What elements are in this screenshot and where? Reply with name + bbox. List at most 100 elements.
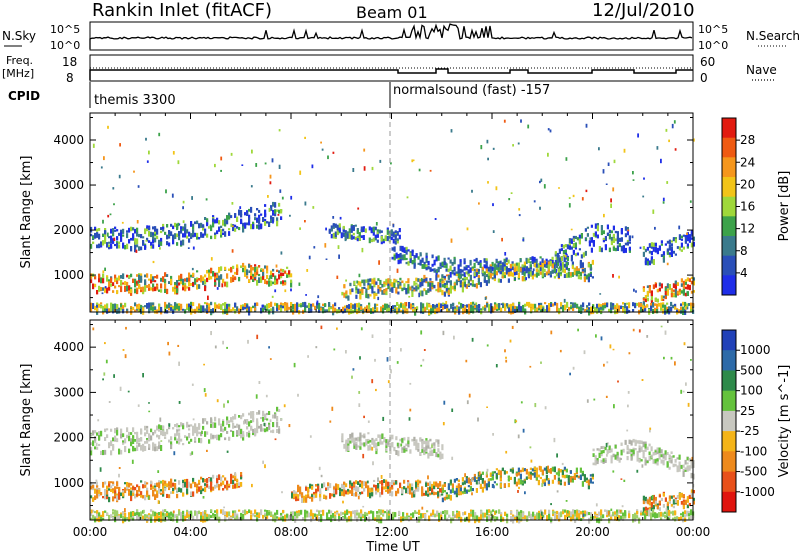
- power-cell: [640, 303, 643, 307]
- velocity-cell: [527, 476, 530, 479]
- power-cell: [501, 266, 504, 272]
- velocity-cell: [100, 450, 103, 455]
- power-cell: [266, 221, 269, 224]
- power-cell: [563, 268, 566, 274]
- power-cell: [560, 244, 563, 248]
- power-cell: [578, 238, 581, 245]
- power-cell: [202, 235, 205, 238]
- velocity-cell: [379, 439, 382, 445]
- power-cell: [276, 303, 279, 309]
- velocity-cell: [525, 476, 528, 480]
- power-cell: [650, 303, 653, 307]
- power-cell: [578, 309, 581, 313]
- power-cell: [672, 289, 675, 292]
- power-cell: [270, 301, 273, 308]
- power-cell: [106, 277, 109, 282]
- power-cell: [344, 237, 347, 242]
- velocity-cell: [230, 417, 233, 423]
- power-cell: [166, 241, 169, 246]
- power-cell: [382, 304, 385, 309]
- power-cell: [400, 303, 403, 307]
- velocity-cell: [276, 421, 279, 428]
- velocity-cell: [118, 515, 121, 521]
- velocity-cell: [174, 424, 177, 427]
- velocity-cell: [391, 484, 394, 490]
- velocity-cell: [130, 483, 133, 486]
- velocity-cell: [146, 482, 149, 485]
- power-cell: [391, 282, 394, 288]
- velocity-cell: [353, 443, 356, 449]
- velocity-cell: [198, 423, 201, 428]
- velocity-cell: [692, 463, 695, 468]
- velocity-cell: [210, 509, 213, 512]
- velocity-cell: [341, 436, 344, 441]
- power-cell: [346, 231, 349, 236]
- power-cell: [417, 262, 420, 265]
- power-cell: [678, 234, 681, 240]
- velocity-cell: [156, 492, 159, 497]
- velocity-cell: [162, 509, 165, 513]
- power-cell: [479, 262, 482, 268]
- velocity-cell: [447, 486, 450, 491]
- velocity-cell: [268, 426, 271, 429]
- power-cell: [394, 308, 397, 313]
- power-cell: [304, 201, 307, 206]
- power-cell: [499, 260, 502, 264]
- velocity-cell: [174, 437, 177, 441]
- velocity-cell: [172, 487, 175, 491]
- power-cell: [238, 308, 241, 315]
- power-cell: [583, 273, 586, 276]
- power-cell: [668, 139, 670, 143]
- power-cell: [224, 266, 227, 271]
- power-cell: [453, 272, 456, 276]
- power-cell: [540, 178, 543, 182]
- velocity-cell: [319, 488, 322, 494]
- velocity-cell: [330, 514, 333, 518]
- power-cell: [220, 229, 223, 235]
- velocity-cell: [441, 493, 444, 496]
- power-cell: [672, 294, 675, 298]
- velocity-cell: [579, 474, 582, 480]
- power-cell: [467, 282, 470, 286]
- velocity-cell: [630, 456, 633, 461]
- velocity-cell: [563, 481, 566, 486]
- power-cell: [594, 306, 597, 313]
- velocity-cell: [130, 441, 133, 447]
- power-cell: [572, 250, 575, 255]
- power-cell: [692, 290, 695, 293]
- velocity-cell: [92, 497, 95, 502]
- velocity-cell: [423, 447, 426, 450]
- power-cell: [388, 305, 391, 308]
- power-cell: [210, 235, 213, 240]
- power-cell: [96, 304, 99, 311]
- velocity-cell: [98, 516, 101, 522]
- velocity-cell: [598, 452, 601, 458]
- velocity-cell: [361, 491, 364, 495]
- power-cell: [459, 259, 462, 263]
- power-cell: [598, 147, 600, 151]
- velocity-cell: [596, 458, 599, 463]
- power-cell: [140, 273, 143, 278]
- power-cell: [264, 213, 267, 218]
- velocity-cell: [134, 495, 137, 498]
- velocity-cell: [437, 491, 440, 497]
- velocity-cell: [122, 433, 125, 438]
- power-cell: [604, 304, 607, 309]
- power-cell: [248, 263, 251, 268]
- power-cell: [487, 277, 490, 282]
- velocity-cell: [569, 476, 572, 483]
- power-cell: [150, 302, 153, 308]
- power-cell: [378, 260, 380, 265]
- power-cell: [130, 237, 133, 241]
- velocity-cell: [608, 448, 611, 453]
- velocity-cell: [487, 483, 490, 488]
- velocity-cell: [343, 484, 346, 490]
- power-cell: [393, 254, 396, 261]
- power-cell: [646, 246, 649, 251]
- power-cell: [580, 304, 583, 309]
- velocity-cell: [232, 416, 235, 420]
- velocity-cell: [359, 491, 362, 495]
- power-cell: [422, 303, 425, 309]
- velocity-cell: [612, 453, 615, 458]
- velocity-cell: [646, 446, 649, 451]
